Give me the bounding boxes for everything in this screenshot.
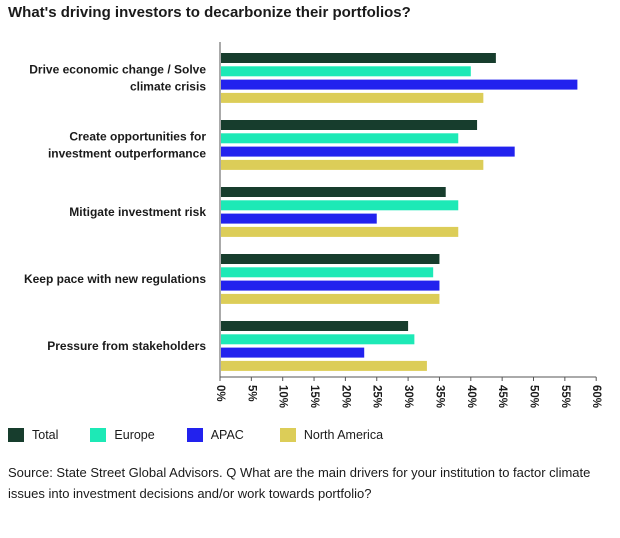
x-tick-label-12: 60% [590, 385, 602, 408]
bar-total-5 [221, 321, 409, 331]
x-tick-label-1: 5% [245, 385, 257, 402]
category-label-1-line-1: Drive economic change / Solve [29, 62, 206, 76]
category-label-2-line-1: Create opportunities for [69, 129, 206, 143]
x-tick-label-7: 35% [433, 385, 445, 408]
legend-item-apac: APAC [186, 428, 244, 442]
legend-label-total: Total [32, 428, 59, 442]
legend: Total Europe APAC North America [8, 428, 411, 442]
bar-north-america-4 [221, 293, 440, 304]
bar-north-america-2 [221, 159, 484, 170]
bar-europe-2 [221, 133, 459, 144]
legend-swatch-apac [186, 428, 203, 442]
legend-item-total: Total [8, 428, 58, 442]
category-label-4: Keep pace with new regulations [24, 272, 206, 286]
bar-north-america-3 [221, 226, 459, 237]
bar-total-4 [221, 254, 440, 264]
category-label-5: Pressure from stakeholders [47, 339, 206, 353]
bar-apac-5 [221, 347, 365, 358]
legend-label-apac: APAC [210, 428, 244, 442]
x-tick-label-8: 40% [465, 385, 477, 408]
x-tick-label-3: 15% [308, 385, 320, 408]
bar-total-3 [221, 187, 446, 197]
bar-europe-4 [221, 267, 434, 278]
bar-europe-1 [221, 66, 471, 77]
bar-total-2 [221, 120, 478, 130]
bar-apac-3 [221, 213, 377, 224]
bar-apac-1 [221, 79, 578, 90]
legend-item-north-america: North America [279, 428, 384, 442]
x-tick-label-0: 0% [214, 385, 226, 402]
x-tick-label-5: 25% [371, 385, 383, 408]
bar-europe-3 [221, 200, 459, 211]
x-tick-label-4: 20% [339, 385, 351, 408]
bar-total-1 [221, 53, 496, 63]
bar-north-america-1 [221, 92, 484, 103]
legend-swatch-north-america [279, 428, 296, 442]
bar-europe-5 [221, 334, 415, 345]
chart-title: What's driving investors to decarbonize … [8, 4, 411, 21]
x-tick-label-9: 45% [496, 385, 508, 408]
legend-swatch-europe [90, 428, 107, 442]
bar-apac-4 [221, 280, 440, 291]
legend-label-europe: Europe [114, 428, 155, 442]
bar-apac-2 [221, 146, 515, 157]
bar-chart: Drive economic change / Solve climate cri… [24, 42, 602, 408]
category-label-1-line-2: climate crisis [130, 79, 206, 93]
bar-north-america-5 [221, 360, 427, 371]
source-note: Source: State Street Global Advisors. Q … [8, 465, 591, 501]
x-tick-label-2: 10% [277, 385, 289, 408]
legend-swatch-total [8, 428, 24, 442]
category-label-2-line-2: investment outperformance [48, 146, 206, 160]
legend-label-north-america: North America [303, 428, 384, 442]
x-tick-label-6: 30% [402, 385, 414, 408]
category-label-3: Mitigate investment risk [69, 205, 206, 219]
x-tick-label-11: 55% [559, 385, 571, 408]
legend-item-europe: Europe [90, 428, 155, 442]
x-tick-label-10: 50% [527, 385, 539, 408]
